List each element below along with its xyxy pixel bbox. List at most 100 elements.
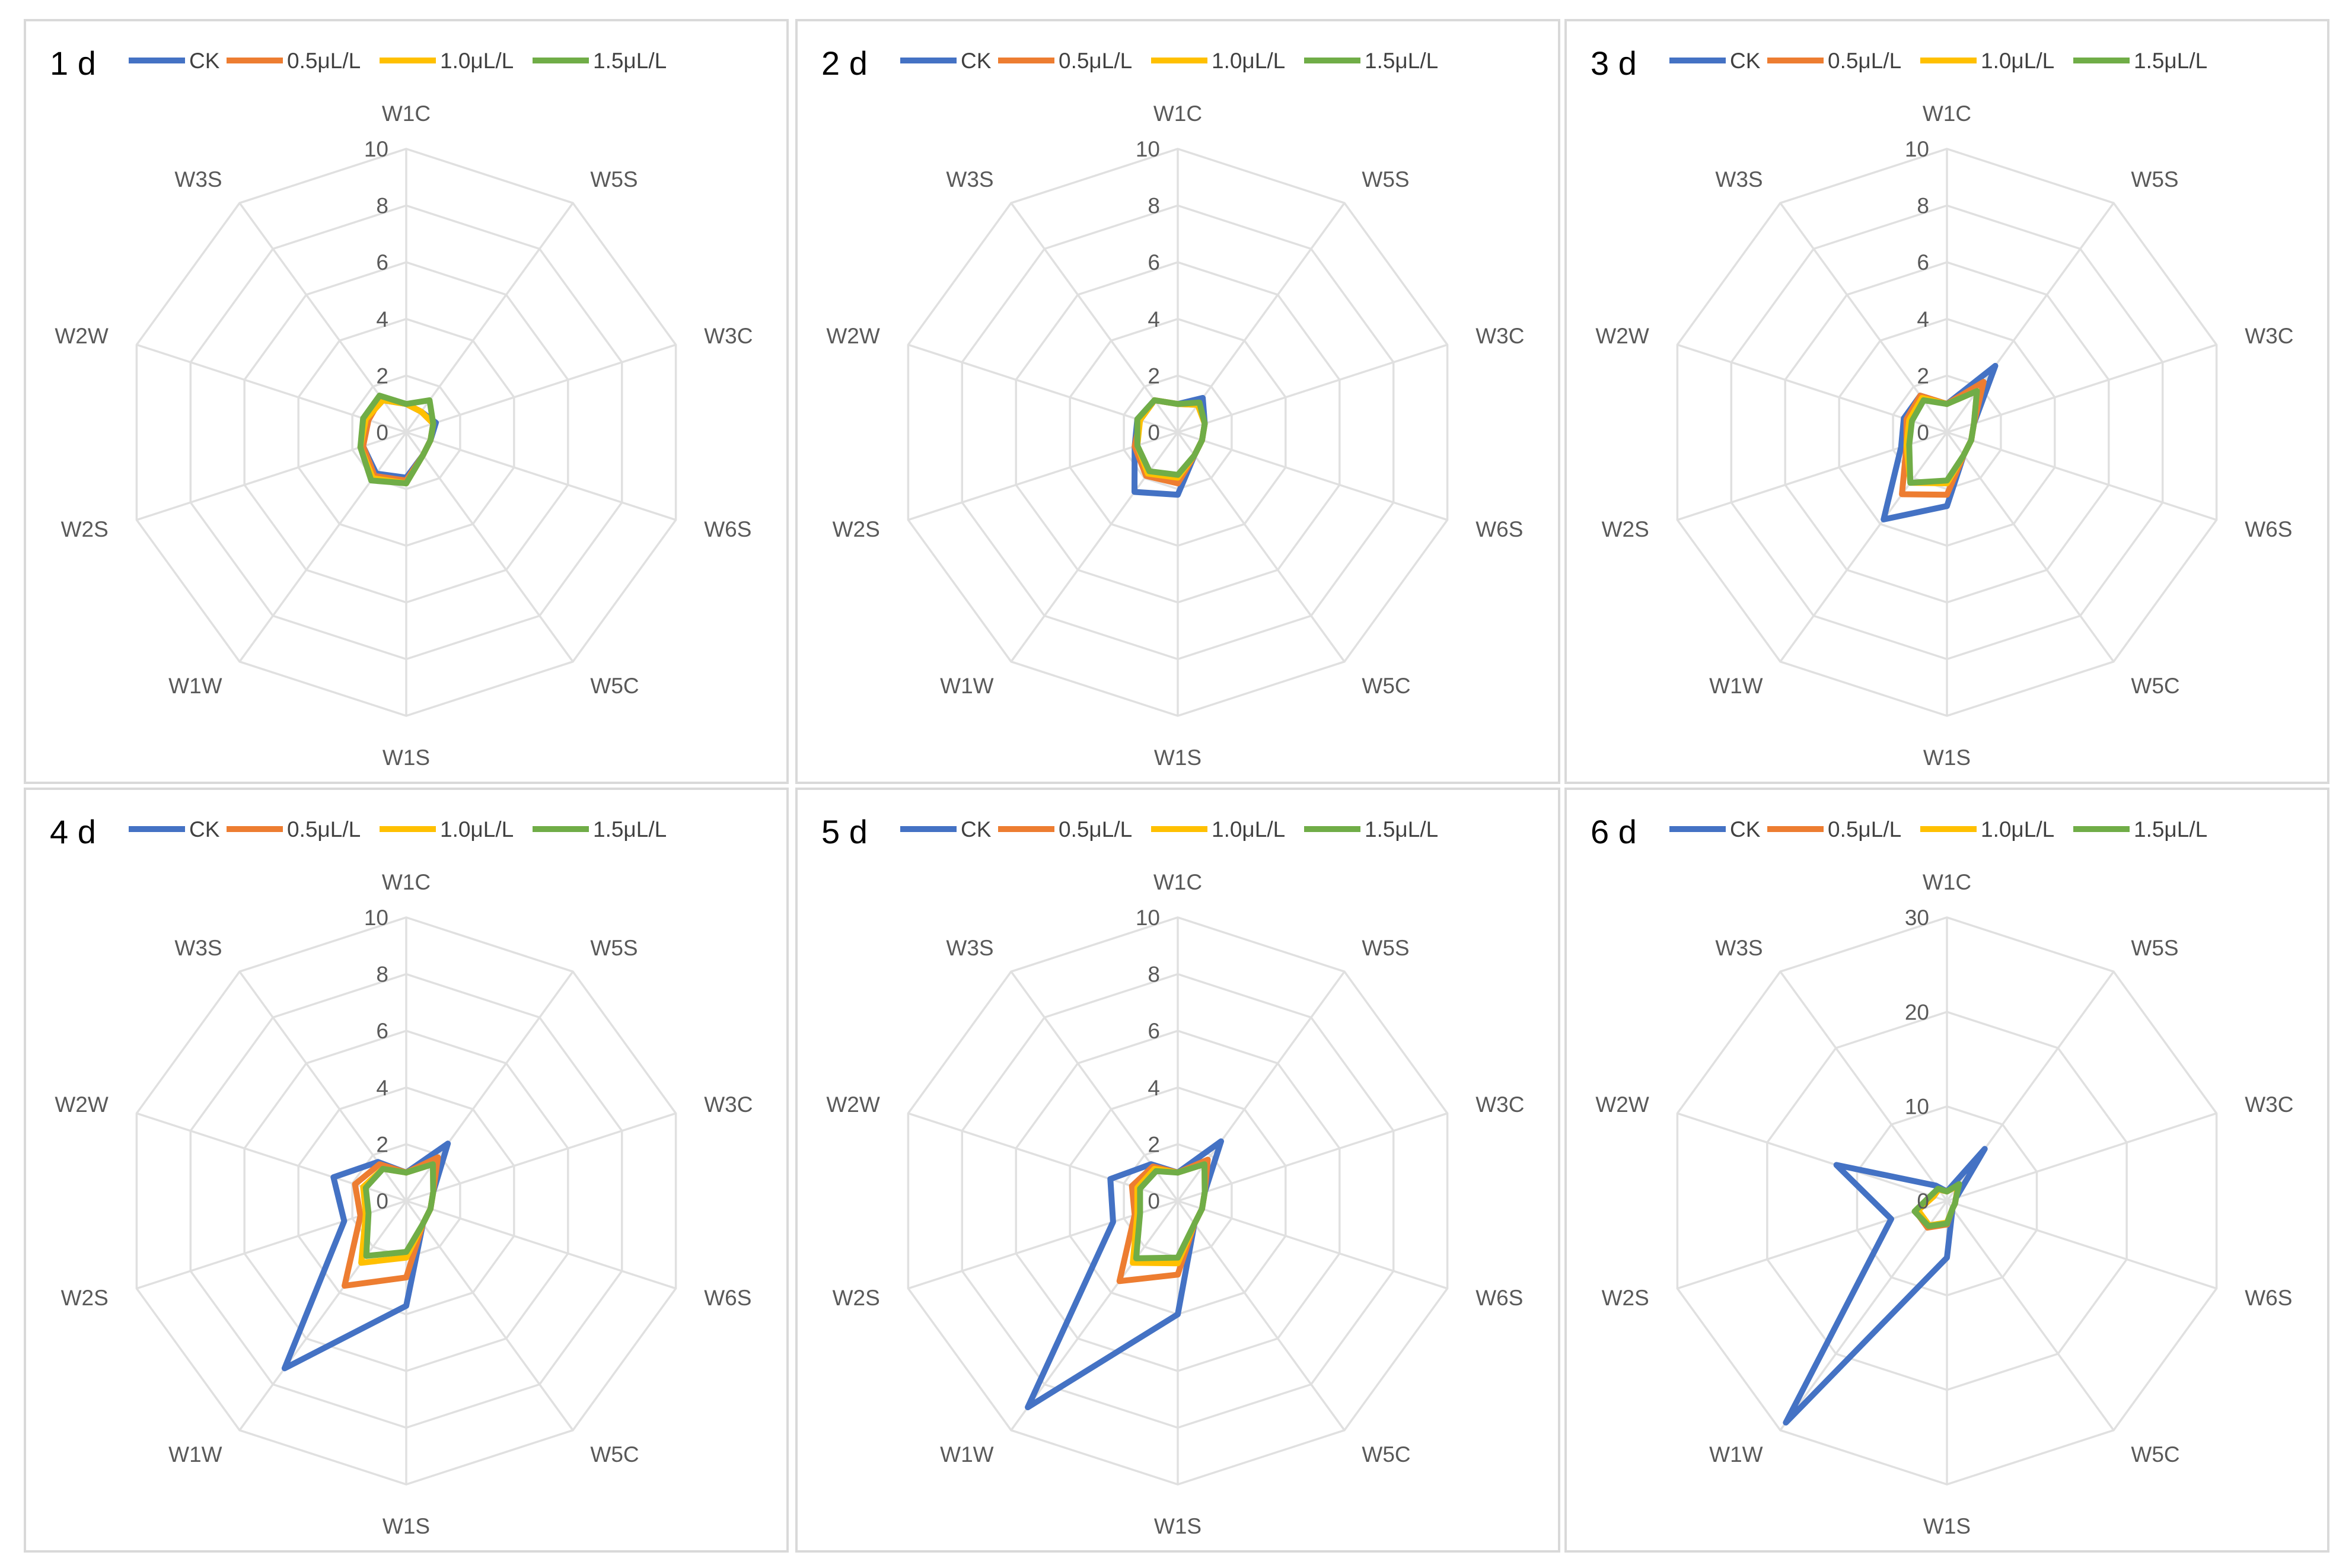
axis-spoke [405, 431, 574, 662]
tick-label: 6 [1148, 250, 1160, 275]
tick-label: 2 [376, 364, 388, 388]
tick-label: 2 [1148, 364, 1160, 388]
tick-label: 4 [1148, 307, 1160, 332]
legend-label-0-5-l-l: 0.5μL/L [287, 49, 361, 73]
axis-label-w2w: W2W [826, 324, 880, 348]
tick-label: 0 [376, 420, 388, 445]
axis-spoke [907, 343, 1178, 434]
panel-title: 6 d [1591, 813, 1637, 850]
axis-spoke [1177, 202, 1346, 434]
legend-label-ck: CK [1730, 817, 1761, 842]
legend-label-1-5-l-l: 1.5μL/L [2134, 817, 2207, 842]
axis-label-w3s: W3S [946, 936, 993, 960]
axis-label-w3c: W3C [2245, 324, 2293, 348]
axis-label-w2w: W2W [1595, 1092, 1649, 1117]
radar-panel-2: 0 2 4 6 8 10 W1C W5S W3C W6S W5C W1S W1W W2S W2W W3S 2 d… [795, 19, 1560, 784]
axis-spoke [1779, 431, 1948, 662]
axis-label-w2s: W2S [833, 1286, 880, 1310]
tick-label: 6 [1917, 250, 1929, 275]
axis-spoke [1779, 1200, 1948, 1431]
axis-spoke [1946, 1200, 2115, 1431]
tick-label: 6 [376, 1019, 388, 1043]
axis-spoke [406, 431, 677, 521]
axis-label-w5s: W5S [2131, 936, 2178, 960]
axis-label-w1s: W1S [1154, 745, 1202, 770]
axis-spoke [406, 1200, 677, 1290]
axis-label-w1s: W1S [1154, 1514, 1202, 1538]
axis-label-w2s: W2S [1602, 517, 1649, 541]
axis-label-w1s: W1S [383, 745, 430, 770]
axis-spoke [406, 343, 677, 434]
axis-label-w6s: W6S [2245, 1286, 2292, 1310]
axis-label-w1w: W1W [1709, 1442, 1763, 1467]
legend-label-0-5-l-l: 0.5μL/L [1828, 817, 1901, 842]
legend-label-ck: CK [961, 49, 992, 73]
series-line-ck [1025, 1138, 1224, 1410]
axis-label-w3c: W3C [1475, 1092, 1524, 1117]
axis-label-w3c: W3C [704, 324, 753, 348]
radar-panel-3: 0 2 4 6 8 10 W1C W5S W3C W6S W5C W1S W1W W2S W2W W3S 3 d… [1564, 19, 2329, 784]
tick-label: 0 [1148, 1189, 1160, 1213]
legend-label-1-5-l-l: 1.5μL/L [2134, 49, 2207, 73]
tick-label: 8 [1917, 194, 1929, 218]
axis-label-w5c: W5C [2131, 674, 2179, 698]
axis-label-w6s: W6S [1475, 1286, 1523, 1310]
series-line-ck [1783, 1146, 1988, 1426]
radar-panel-4: 0 2 4 6 8 10 W1C W5S W3C W6S W5C W1S W1W W2S W2W W3S 4 d… [24, 788, 789, 1553]
axis-spoke [1177, 1200, 1346, 1431]
radar-panel-1: 0 2 4 6 8 10 W1C W5S W3C W6S W5C W1S W1W W2S W2W W3S 1 d… [24, 19, 789, 784]
panel-title: 4 d [50, 813, 96, 850]
axis-label-w2s: W2S [833, 517, 880, 541]
axis-label-w5c: W5C [1362, 674, 1410, 698]
axis-label-w5s: W5S [590, 936, 638, 960]
tick-label: 4 [376, 1076, 388, 1100]
legend-label-0-5-l-l: 0.5μL/L [1059, 49, 1132, 73]
series-line-1-5-l-l [1134, 397, 1208, 478]
axis-label-w3s: W3S [174, 936, 222, 960]
series-line-1-5-l-l [362, 1161, 436, 1259]
legend-label-1-5-l-l: 1.5μL/L [1365, 817, 1438, 842]
series-line-1-5-l-l [1911, 1181, 1962, 1229]
axis-label-w3s: W3S [946, 167, 993, 192]
tick-label: 4 [376, 307, 388, 332]
tick-label: 8 [376, 194, 388, 218]
axis-spoke [406, 1112, 677, 1202]
tick-label: 0 [1917, 1189, 1929, 1213]
axis-spoke [1010, 1200, 1179, 1431]
panel-title: 2 d [821, 44, 868, 82]
axis-label-w5c: W5C [590, 1442, 639, 1467]
legend-label-1-0-l-l: 1.0μL/L [1981, 49, 2054, 73]
axis-label-w1w: W1W [168, 674, 222, 698]
axis-label-w1c: W1C [382, 870, 431, 894]
axis-label-w5s: W5S [1362, 936, 1409, 960]
axis-label-w2w: W2W [55, 324, 109, 348]
tick-label: 2 [1148, 1132, 1160, 1156]
axis-label-w5c: W5C [1362, 1442, 1410, 1467]
tick-label: 10 [1905, 137, 1929, 161]
tick-label: 2 [1917, 364, 1929, 388]
axis-label-w2s: W2S [61, 517, 109, 541]
axis-label-w6s: W6S [2245, 517, 2292, 541]
tick-label: 6 [376, 250, 388, 275]
axis-label-w1w: W1W [1709, 674, 1763, 698]
axis-spoke [1177, 431, 1346, 662]
axis-label-w3s: W3S [1715, 936, 1763, 960]
axis-spoke [1677, 1112, 1948, 1202]
legend-label-1-5-l-l: 1.5μL/L [593, 49, 667, 73]
panel-title: 3 d [1591, 44, 1637, 82]
axis-spoke [1779, 971, 1948, 1202]
axis-spoke [238, 431, 407, 662]
legend-label-0-5-l-l: 0.5μL/L [287, 817, 361, 842]
axis-spoke [1677, 1200, 1948, 1290]
axis-label-w1c: W1C [382, 101, 431, 126]
legend-label-0-5-l-l: 0.5μL/L [1059, 817, 1132, 842]
series-line-1-5-l-l [1906, 388, 1980, 486]
tick-label: 4 [1917, 307, 1929, 332]
legend-label-1-0-l-l: 1.0μL/L [1212, 49, 1285, 73]
axis-label-w3s: W3S [174, 167, 222, 192]
axis-label-w1s: W1S [1923, 745, 1971, 770]
axis-label-w3c: W3C [2245, 1092, 2293, 1117]
legend-label-ck: CK [1730, 49, 1761, 73]
tick-label: 2 [376, 1132, 388, 1156]
